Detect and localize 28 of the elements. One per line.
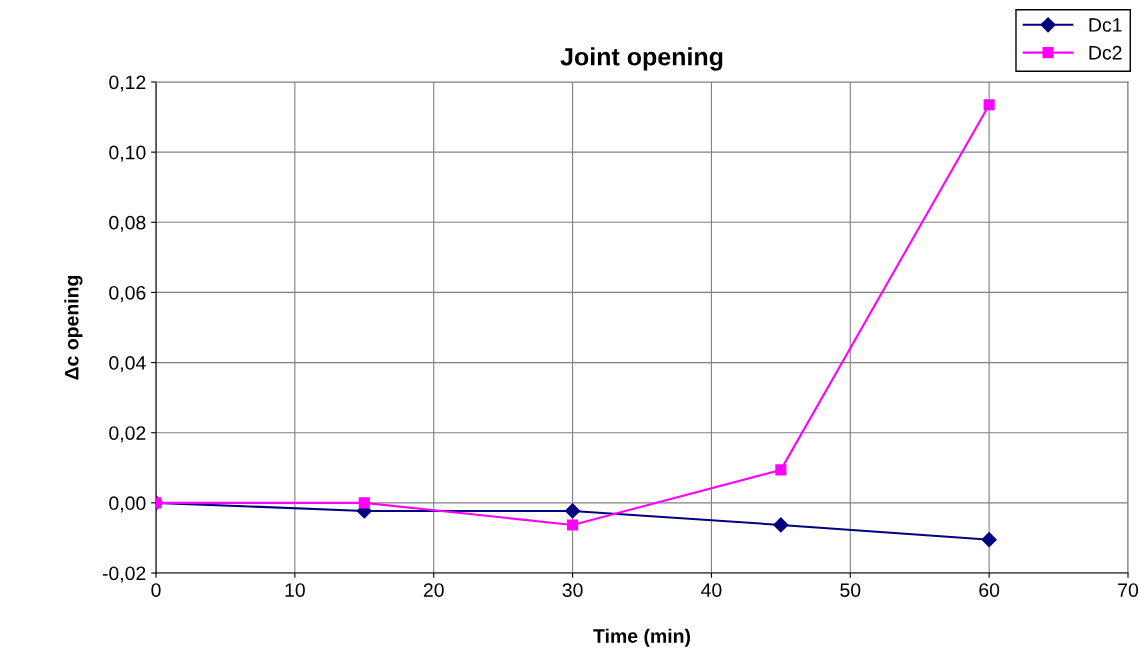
- x-tick-label: 20: [423, 583, 444, 597]
- x-tick-label: 40: [701, 583, 722, 597]
- y-tick-label: -0,02: [102, 566, 146, 583]
- y-tick-label: 0,06: [109, 285, 146, 302]
- y-tick-label: 0,12: [109, 75, 146, 92]
- legend-label: Dc2: [1089, 45, 1122, 60]
- point: [565, 503, 581, 519]
- x-tick-label: 50: [840, 583, 861, 597]
- y-tick-label: 0,08: [109, 215, 146, 232]
- point: [981, 532, 997, 548]
- point: [983, 99, 995, 111]
- y-tick-label: 0,00: [109, 496, 146, 513]
- x-tick-label: 0: [151, 583, 161, 597]
- point: [358, 497, 370, 509]
- y-tick-label: 0,04: [109, 356, 146, 373]
- legend-label: Dc1: [1089, 18, 1122, 32]
- x-axis-title: Time (min): [593, 628, 691, 647]
- point: [567, 519, 579, 531]
- x-tick-label: 60: [979, 583, 1000, 597]
- x-tick-label: 70: [1118, 583, 1139, 597]
- point: [773, 517, 789, 533]
- x-tick-label: 30: [562, 583, 583, 597]
- y-tick-label: 0,02: [109, 426, 146, 443]
- y-axis-title: Δc opening: [64, 275, 83, 380]
- chart-title: Joint opening: [560, 47, 723, 71]
- y-tick-label: 0,10: [109, 145, 146, 162]
- point: [775, 464, 787, 476]
- x-tick-label: 10: [285, 583, 305, 597]
